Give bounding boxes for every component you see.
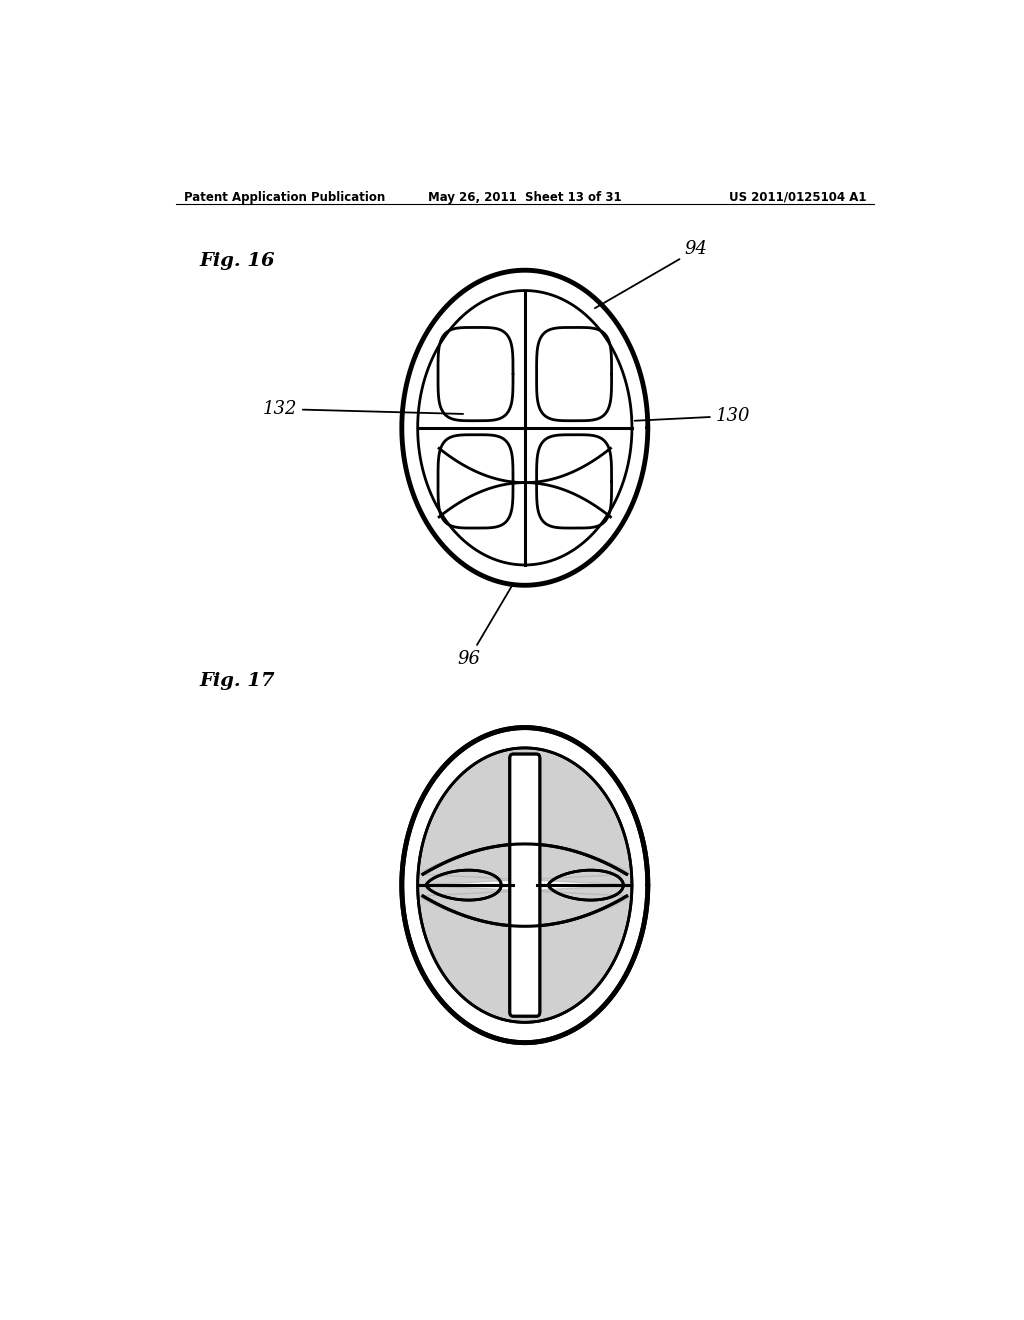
Text: 94: 94 bbox=[595, 240, 708, 308]
Text: 130: 130 bbox=[635, 407, 750, 425]
FancyBboxPatch shape bbox=[510, 754, 540, 1016]
Polygon shape bbox=[418, 748, 632, 886]
Text: 96: 96 bbox=[457, 585, 513, 668]
Text: US 2011/0125104 A1: US 2011/0125104 A1 bbox=[728, 191, 866, 203]
Text: Patent Application Publication: Patent Application Publication bbox=[183, 191, 385, 203]
Text: 132: 132 bbox=[263, 400, 463, 418]
Text: Fig. 17: Fig. 17 bbox=[200, 672, 275, 689]
Polygon shape bbox=[418, 886, 632, 1022]
Text: Fig. 16: Fig. 16 bbox=[200, 252, 275, 269]
FancyBboxPatch shape bbox=[510, 754, 540, 1016]
Text: May 26, 2011  Sheet 13 of 31: May 26, 2011 Sheet 13 of 31 bbox=[428, 191, 622, 203]
